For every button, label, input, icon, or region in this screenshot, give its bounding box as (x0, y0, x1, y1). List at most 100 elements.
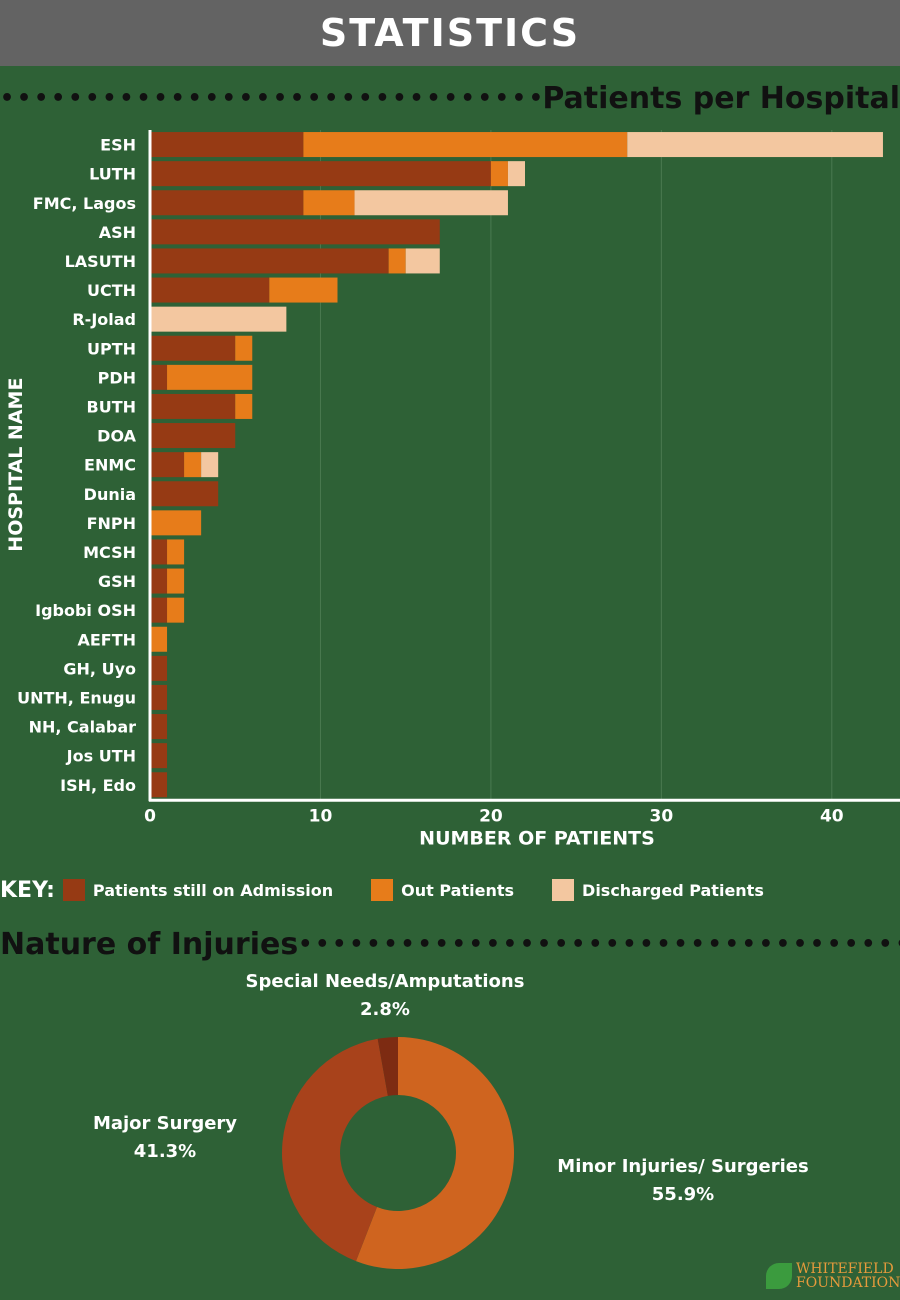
y-tick-label: GH, Uyo (63, 659, 136, 678)
bar-luth-patients-still-on-admission (150, 161, 491, 187)
pie-section-title: Nature of Injuries (0, 926, 299, 962)
x-tick-label: 0 (144, 806, 156, 826)
y-tick-label: AEFTH (77, 630, 136, 649)
y-tick-label: UPTH (87, 339, 136, 358)
y-tick-label: R-Jolad (72, 310, 136, 329)
leaf-icon (766, 1263, 792, 1289)
y-tick-label: Dunia (84, 485, 136, 504)
y-tick-label: DOA (97, 427, 136, 446)
y-tick-label: ESH (100, 136, 136, 155)
page-header: STATISTICS (0, 0, 900, 66)
bar-nh-calabar-patients-still-on-admission (150, 714, 168, 740)
page-title: STATISTICS (319, 11, 581, 55)
x-axis-label: NUMBER OF PATIENTS (419, 827, 655, 849)
bar-esh-patients-still-on-admission (150, 132, 304, 158)
bar-gsh-patients-still-on-admission (150, 568, 168, 594)
donut-slice-special-needs-amputations (377, 1037, 398, 1096)
bar-gh-uyo-patients-still-on-admission (150, 655, 168, 681)
bar-fmc-lagos-discharged-patients (354, 190, 508, 216)
legend-item-out-patients: Out Patients (371, 879, 514, 901)
y-tick-label: GSH (98, 572, 136, 591)
x-tick-label: 40 (820, 806, 844, 826)
bar-ash-patients-still-on-admission (150, 219, 440, 245)
legend-swatch-admission (62, 879, 85, 901)
bar-fnph-out-patients (150, 510, 202, 536)
bar-upth-patients-still-on-admission (150, 335, 236, 361)
bar-gsh-out-patients (167, 568, 185, 594)
bar-r-jolad-discharged-patients (150, 306, 287, 332)
bar-lasuth-out-patients (388, 248, 406, 274)
bar-esh-out-patients (303, 132, 628, 158)
y-tick-label: FMC, Lagos (33, 194, 136, 213)
legend-item-admission: Patients still on Admission (62, 879, 334, 901)
legend-item-discharged: Discharged Patients (552, 879, 764, 901)
bar-buth-patients-still-on-admission (150, 393, 236, 419)
y-tick-label: LASUTH (65, 252, 136, 271)
dotted-divider: ••••••••••••••••••••••••••••••••••••••••… (298, 931, 900, 957)
y-tick-label: MCSH (83, 543, 136, 562)
bar-pdh-patients-still-on-admission (150, 364, 168, 390)
bar-luth-out-patients (490, 161, 508, 187)
bar-upth-out-patients (235, 335, 253, 361)
slice-label: Minor Injuries/ Surgeries (557, 1156, 808, 1177)
x-tick-label: 30 (650, 806, 674, 826)
bar-enmc-discharged-patients (201, 452, 219, 478)
bar-luth-discharged-patients (507, 161, 525, 187)
bar-dunia-patients-still-on-admission (150, 481, 219, 507)
bar-fmc-lagos-patients-still-on-admission (150, 190, 304, 216)
bar-jos-uth-patients-still-on-admission (150, 743, 168, 769)
patients-per-hospital-chart: ESH LUTH FMC, Lagos ASH LASUTH UCTH R-Jolad UPT… (5, 130, 900, 849)
bar-ucth-out-patients (269, 277, 338, 303)
y-tick-label: NH, Calabar (29, 718, 137, 737)
foundation-logo: WHITEFIELD FOUNDATION (766, 1262, 900, 1290)
y-tick-label: ISH, Edo (60, 776, 136, 795)
dotted-divider: ••••••••••••••••••••••••••••••••••••••••… (0, 85, 542, 111)
nature-of-injuries-chart: Minor Injuries/ Surgeries 55.9% Major Surg… (93, 971, 809, 1269)
slice-percent-label: 55.9% (652, 1184, 714, 1205)
y-tick-label: Igbobi OSH (35, 601, 136, 620)
bar-lasuth-patients-still-on-admission (150, 248, 389, 274)
bar-mcsh-patients-still-on-admission (150, 539, 168, 565)
bar-buth-out-patients (235, 393, 253, 419)
slice-label: Special Needs/Amputations (246, 971, 525, 992)
chart-legend: KEY: Patients still on Admission Out Pat… (0, 873, 900, 907)
x-tick-label: 20 (479, 806, 503, 826)
y-tick-label: LUTH (89, 165, 136, 184)
legend-label-discharged: Discharged Patients (582, 880, 764, 900)
bar-enmc-out-patients (184, 452, 202, 478)
x-tick-label: 10 (309, 806, 333, 826)
legend-label-admission: Patients still on Admission (92, 880, 334, 900)
legend-swatch-discharged (552, 879, 575, 901)
bar-aefth-out-patients (150, 626, 168, 652)
y-tick-label: ASH (99, 223, 136, 242)
legend-key-label: KEY: (0, 877, 55, 903)
legend-swatch-out-patients (371, 879, 394, 901)
slice-label: Major Surgery (93, 1113, 237, 1134)
bar-unth-enugu-patients-still-on-admission (150, 684, 168, 710)
donut-slice-minor-injuries-surgeries (355, 1037, 514, 1269)
bar-section-title: Patients per Hospital (542, 80, 900, 116)
slice-percent-label: 41.3% (134, 1141, 196, 1162)
bar-fmc-lagos-out-patients (303, 190, 355, 216)
y-axis-label: HOSPITAL NAME (5, 378, 27, 552)
bar-mcsh-out-patients (167, 539, 185, 565)
bar-esh-discharged-patients (627, 132, 883, 158)
bar-ish-edo-patients-still-on-admission (150, 772, 168, 798)
bar-enmc-patients-still-on-admission (150, 452, 185, 478)
bar-igbobi-osh-patients-still-on-admission (150, 597, 168, 623)
y-tick-label: UCTH (87, 281, 136, 300)
y-tick-label: PDH (98, 368, 136, 387)
legend-label-out-patients: Out Patients (401, 880, 515, 900)
bar-section-header: ••••••••••••••••••••••••••••••••••••••••… (0, 78, 900, 118)
bar-lasuth-discharged-patients (405, 248, 440, 274)
slice-percent-label: 2.8% (360, 999, 410, 1020)
y-tick-label: ENMC (84, 456, 136, 475)
y-tick-label: Jos UTH (66, 747, 136, 766)
bar-ucth-patients-still-on-admission (150, 277, 270, 303)
pie-section-header: Nature of Injuries •••••••••••••••••••••… (0, 923, 900, 965)
donut-slice-major-surgery (282, 1038, 388, 1262)
bar-igbobi-osh-out-patients (167, 597, 185, 623)
y-tick-label: FNPH (87, 514, 136, 533)
y-tick-label: UNTH, Enugu (17, 688, 136, 707)
bar-doa-patients-still-on-admission (150, 423, 236, 449)
